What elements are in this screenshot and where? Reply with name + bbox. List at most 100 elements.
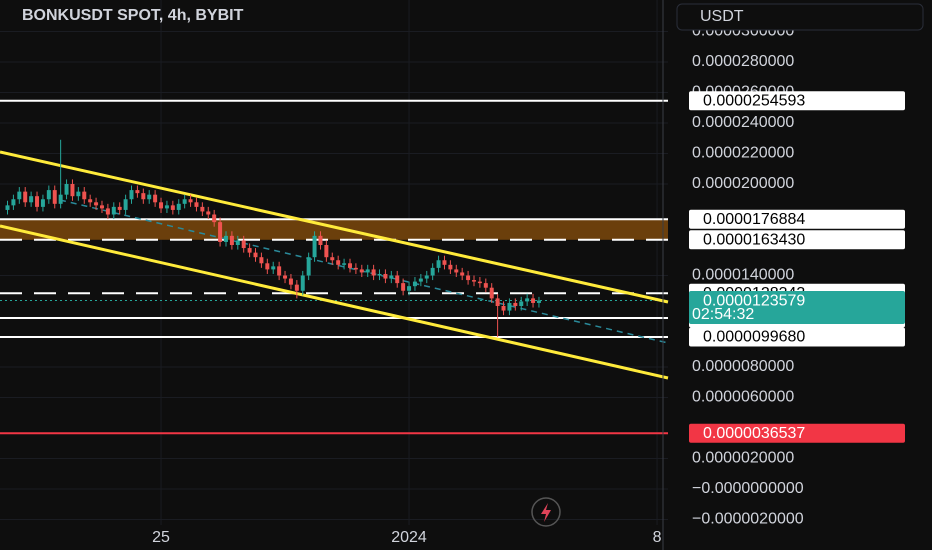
candle-body	[418, 278, 423, 282]
candle-body	[265, 263, 270, 270]
candle-body	[353, 267, 358, 270]
candle-body	[377, 273, 382, 276]
candle-body	[76, 191, 81, 197]
y-tick-label: 0.0000080000	[692, 358, 794, 375]
candle-body	[442, 260, 447, 265]
y-tick-label: −0.0000020000	[692, 511, 804, 528]
x-tick-label: 25	[152, 529, 170, 546]
candle-body	[365, 269, 370, 273]
candle-body	[129, 190, 134, 200]
y-tick-label: 0.0000140000	[692, 267, 794, 284]
candle-body	[52, 190, 57, 204]
candle-body	[501, 305, 506, 311]
candle-body	[395, 275, 400, 284]
candle-body	[135, 190, 140, 194]
y-tick-label: 0.0000060000	[692, 389, 794, 406]
candle-body	[436, 260, 441, 268]
candle-body	[460, 272, 465, 276]
candle-body	[206, 211, 211, 215]
candle-body	[525, 298, 530, 302]
candle-body	[519, 301, 524, 306]
candle-body	[359, 269, 364, 273]
price-badge-label: 0.0000163430	[703, 231, 805, 248]
candle-body	[300, 275, 305, 291]
zone	[0, 219, 668, 240]
candle-body	[82, 191, 87, 200]
currency-box[interactable]	[676, 3, 924, 31]
price-badge-label: 0.0000099680	[703, 329, 805, 346]
candle-body	[294, 284, 299, 291]
candle-body	[46, 190, 51, 200]
y-tick-label: 0.0000220000	[692, 145, 794, 162]
candle-body	[454, 269, 459, 273]
candle-body	[424, 275, 429, 279]
candle-body	[271, 266, 276, 270]
y-tick-label: 0.0000280000	[692, 53, 794, 70]
candle-body	[466, 275, 471, 281]
candle-body	[531, 298, 536, 303]
candle-body	[336, 260, 341, 265]
candle-body	[99, 205, 104, 209]
candle-body	[153, 194, 158, 203]
candles-layer	[5, 139, 541, 337]
candle-body	[218, 222, 223, 242]
candle-body	[283, 275, 288, 279]
price-badge	[689, 327, 905, 347]
price-badge-label: 0.0000254593	[703, 92, 805, 109]
candle-body	[229, 235, 234, 245]
candle-body	[247, 248, 252, 253]
channel-mid	[59, 199, 669, 344]
levels-layer	[0, 99, 668, 435]
candle-body	[141, 193, 146, 200]
candle-body	[471, 280, 476, 282]
candle-body	[306, 257, 311, 276]
countdown: 02:54:32	[692, 306, 754, 323]
channel-top	[0, 150, 669, 304]
candle-body	[5, 205, 10, 210]
y-tick-label: 0.0000200000	[692, 175, 794, 192]
candle-body	[241, 240, 246, 249]
candle-body	[11, 199, 16, 206]
candle-body	[58, 194, 63, 204]
candle-body	[536, 300, 541, 303]
candle-body	[513, 302, 518, 306]
chart-title: BONKUSDT SPOT, 4h, BYBIT	[22, 7, 244, 24]
candle-body	[371, 269, 376, 276]
candle-body	[35, 196, 40, 207]
currency[interactable]: USDT	[700, 8, 744, 25]
candle-body	[318, 235, 323, 245]
candle-body	[342, 263, 347, 265]
candle-body	[176, 203, 181, 210]
candle-body	[235, 240, 240, 245]
y-tick-label: −0.0000000000	[692, 480, 804, 497]
price-badge	[689, 230, 905, 250]
price-badge	[689, 209, 905, 229]
candle-body	[347, 263, 352, 268]
candle-body	[147, 194, 152, 200]
candle-body	[389, 275, 394, 279]
badges-layer: 0.0000254593 0.0000176884 0.0000163430 0.00…	[689, 91, 905, 443]
lightning-button[interactable]	[531, 497, 561, 527]
candle-body	[407, 286, 412, 291]
grid-layer	[0, 0, 668, 525]
x-tick-label: 8	[653, 529, 662, 546]
candle-body	[111, 206, 116, 215]
candle-body	[188, 199, 193, 203]
candle-body	[200, 206, 205, 212]
candle-body	[253, 252, 258, 258]
y-tick-label: 0.0000020000	[692, 450, 794, 467]
channel-bottom	[0, 224, 669, 380]
price-badge-label: 0.0000176884	[703, 211, 805, 228]
candle-body	[64, 184, 69, 195]
candle-body	[212, 214, 217, 223]
candle-body	[194, 202, 199, 207]
candle-body	[430, 267, 435, 276]
candle-body	[277, 266, 282, 276]
candle-body	[159, 202, 164, 209]
x-tick-label: 2024	[391, 529, 427, 546]
candle-body	[383, 273, 388, 279]
price-badge-label: 0.0000036537	[703, 425, 805, 442]
candle-body	[40, 199, 45, 207]
candle-body	[70, 184, 75, 197]
